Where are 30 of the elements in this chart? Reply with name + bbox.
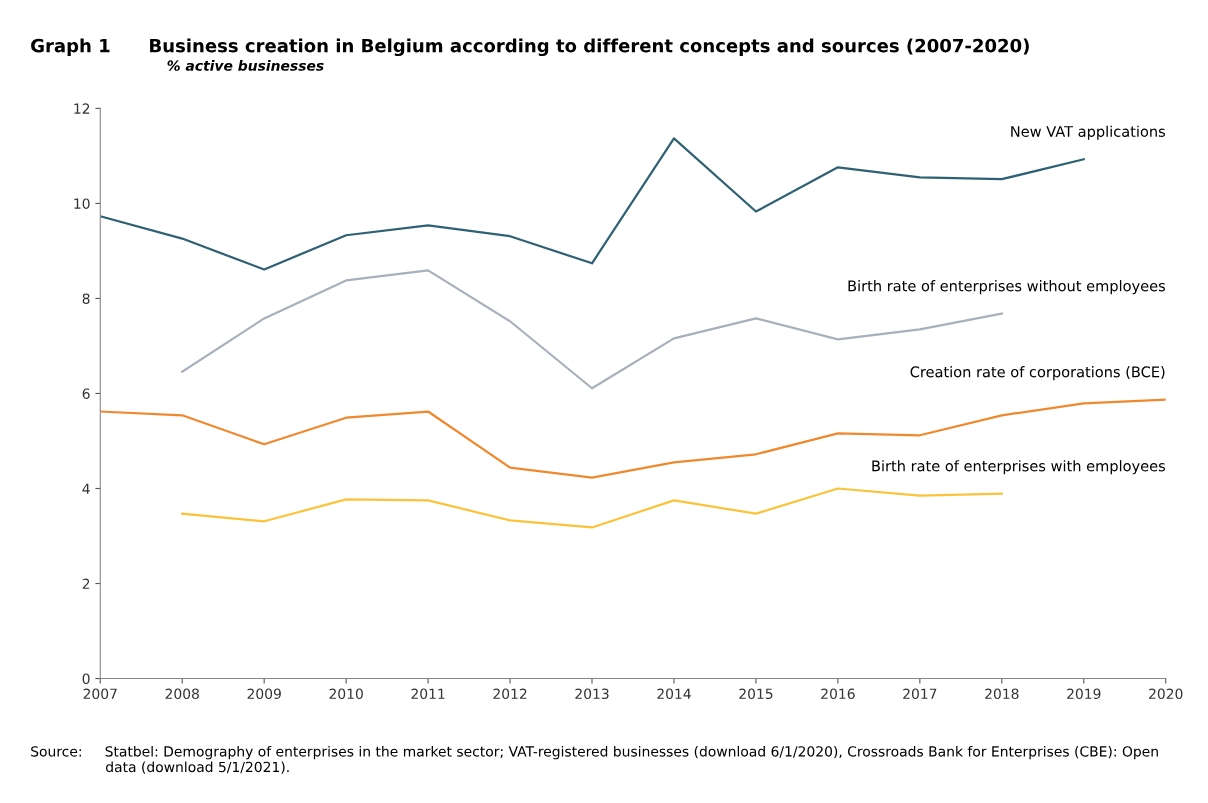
series-label: Birth rate of enterprises without employees — [848, 280, 1166, 295]
series-label: New VAT applications — [1011, 125, 1166, 140]
line-series — [181, 487, 1003, 529]
x-tick-label: 2007 — [83, 688, 117, 700]
chart-subtitle: % active businesses — [167, 60, 324, 71]
x-tick-label: 2010 — [329, 688, 363, 700]
y-tick-label: 8 — [82, 293, 90, 304]
y-tick-label: 4 — [82, 483, 90, 494]
x-tick-label: 2013 — [575, 688, 609, 700]
series-label: Birth rate of enterprises with employees — [872, 460, 1166, 475]
y-tick-label: 6 — [82, 388, 90, 399]
y-tick-label: 12 — [74, 103, 90, 114]
y-tick-label: 0 — [82, 673, 90, 685]
x-tick-label: 2018 — [985, 688, 1019, 700]
x-tick-label: 2012 — [493, 688, 527, 700]
x-tick-label: 2016 — [821, 688, 855, 700]
line-series — [100, 398, 1166, 479]
x-tick-label: 2019 — [1067, 688, 1101, 700]
x-tick-label: 2009 — [247, 688, 281, 700]
x-tick-label: 2008 — [165, 688, 199, 700]
x-tick-label: 2017 — [903, 688, 937, 700]
chart-title: Graph 1 Business creation in Belgium according to different concepts and sources (2007-2020) — [31, 38, 1029, 57]
x-tick-label: 2011 — [411, 688, 445, 700]
y-tick-label: 2 — [82, 578, 90, 589]
x-tick-label: 2015 — [739, 688, 773, 700]
x-tick-label: 2020 — [1149, 688, 1183, 700]
y-tick-label: 10 — [74, 198, 90, 209]
x-tick-label: 2014 — [657, 688, 691, 700]
series-label: Creation rate of corporations (BCE) — [910, 366, 1165, 381]
source-note: Source: Statbel: Demography of enterprises in the market sector; VAT-registered businesses (download 6/1/2020), Crossroads Bank for Enterprises (CBE): Open data (download 5/1/2021). — [31, 745, 1158, 774]
